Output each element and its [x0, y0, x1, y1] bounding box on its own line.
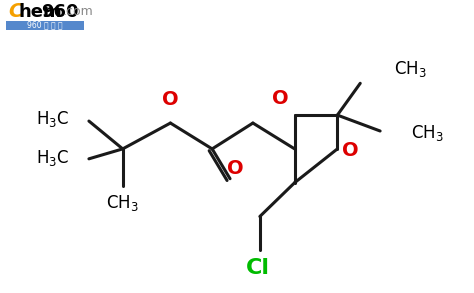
FancyBboxPatch shape [7, 21, 84, 30]
Text: O: O [162, 90, 179, 109]
Text: O: O [227, 159, 243, 178]
Text: $\mathsf{H_3C}$: $\mathsf{H_3C}$ [36, 148, 69, 168]
Text: $\mathsf{CH_3}$: $\mathsf{CH_3}$ [394, 59, 427, 79]
Text: .com: .com [63, 5, 94, 18]
Text: 960 化 工 网: 960 化 工 网 [27, 20, 63, 29]
Text: O: O [342, 142, 359, 160]
Text: $\mathsf{H_3C}$: $\mathsf{H_3C}$ [36, 109, 69, 129]
Text: $\mathsf{CH_3}$: $\mathsf{CH_3}$ [106, 193, 139, 212]
Text: $\mathsf{CH_3}$: $\mathsf{CH_3}$ [411, 123, 444, 143]
Text: hem: hem [18, 3, 62, 21]
Text: C: C [9, 2, 23, 21]
Text: 960: 960 [41, 3, 79, 21]
Text: Cl: Cl [246, 258, 270, 278]
Text: O: O [273, 89, 289, 108]
